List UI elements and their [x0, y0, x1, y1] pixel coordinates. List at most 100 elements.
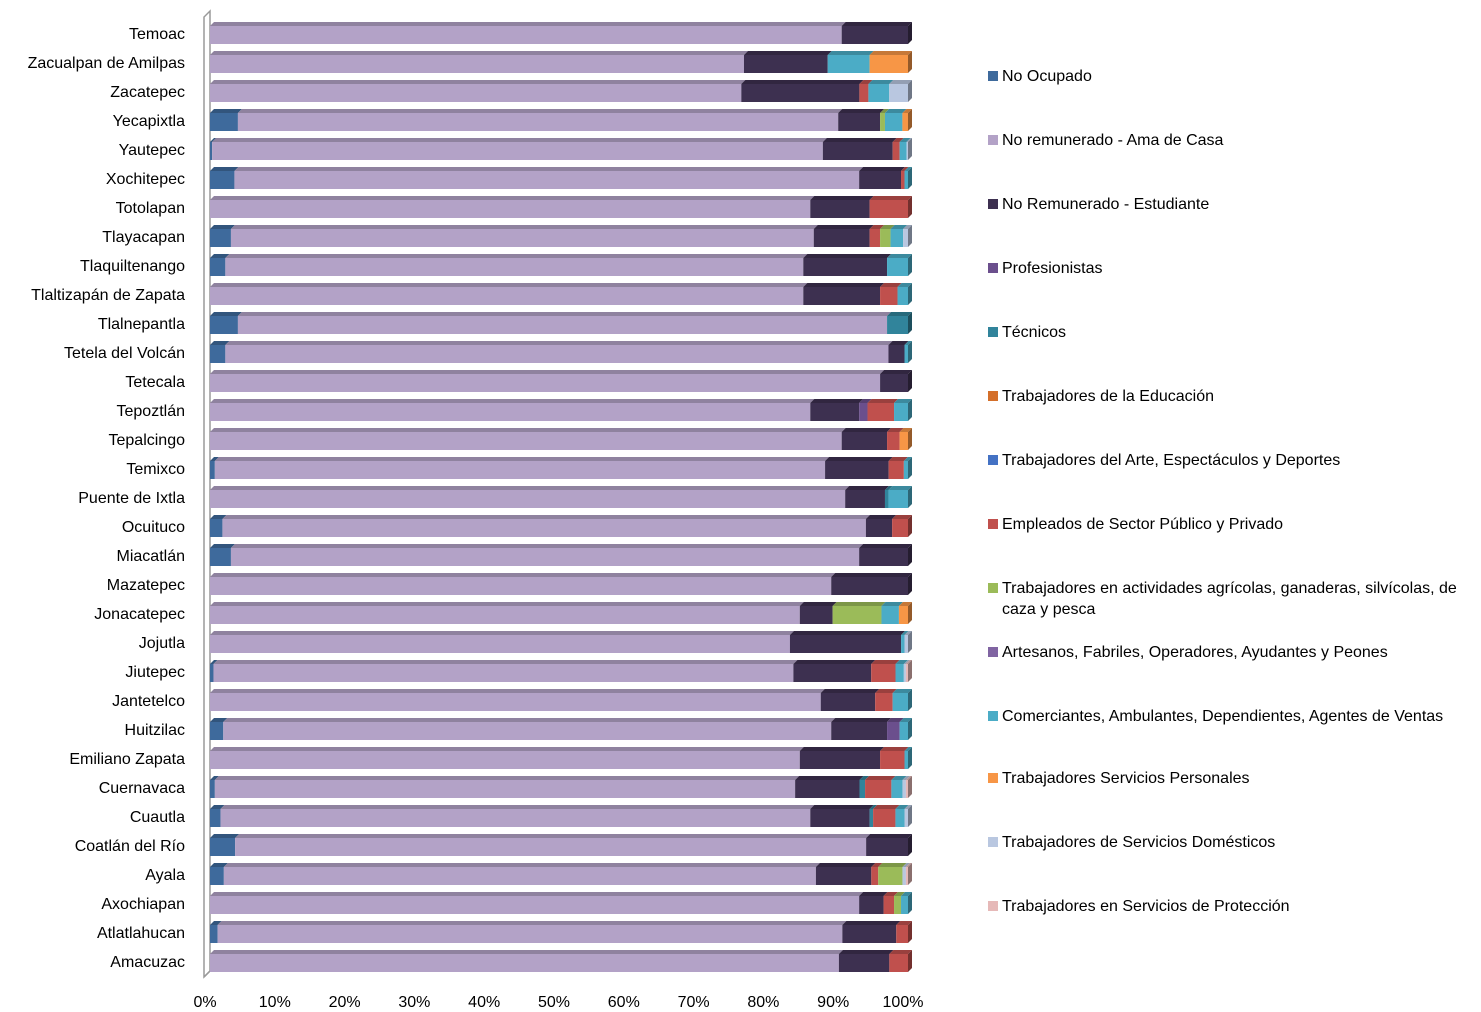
bar-row — [210, 602, 912, 624]
bar-segment-top — [210, 254, 230, 258]
bar-segment — [871, 660, 900, 682]
category-label: Tepalcingo — [109, 432, 186, 449]
bar-segment-face — [223, 722, 832, 740]
bar-segment-face — [832, 606, 882, 624]
bar-segment-top — [904, 341, 912, 345]
bar-segment-top — [210, 747, 804, 751]
bar-segment — [904, 631, 912, 653]
bar-segment-top — [905, 776, 912, 780]
bar-segment — [210, 776, 219, 798]
x-tick-label: 70% — [678, 994, 710, 1011]
bar-segment — [820, 689, 880, 711]
bar-segment-top — [210, 428, 846, 432]
bar-segment — [210, 283, 808, 305]
bar-segment — [859, 399, 872, 421]
bar-row — [210, 921, 912, 943]
bar-segment — [831, 573, 912, 595]
bar-segment-face — [905, 664, 908, 682]
bar-row — [210, 22, 912, 44]
bar-segment — [213, 660, 798, 682]
bar-segment-top — [884, 109, 907, 113]
bar-segment — [222, 515, 870, 537]
bar-segment-top — [230, 225, 818, 229]
bar-segment-face — [210, 867, 224, 885]
bar-segment-top — [889, 80, 912, 84]
bar-segment-top — [878, 863, 907, 867]
bar-segment-top — [210, 341, 230, 345]
bar-segment — [234, 167, 864, 189]
bar-segment-top — [210, 167, 239, 171]
x-tick-label: 80% — [747, 994, 779, 1011]
bar-segment-face — [225, 345, 889, 363]
bar-segment — [803, 283, 885, 305]
bar-segment-top — [896, 921, 912, 925]
bar-segment-top — [865, 776, 896, 780]
category-label: Jiutepec — [125, 664, 185, 681]
bar-segment-face — [210, 84, 742, 102]
bar-row — [210, 254, 912, 276]
bar-segment-face — [831, 722, 888, 740]
bar-segment-top — [210, 283, 808, 287]
bar-segment — [210, 834, 240, 856]
bar-segment-top — [825, 457, 893, 461]
bar-segment-face — [210, 316, 238, 334]
bar-row — [210, 283, 912, 305]
bar-segment — [210, 747, 804, 769]
bar-segment-top — [210, 544, 235, 548]
bar-segment — [799, 602, 837, 624]
x-tick-label: 100% — [883, 994, 924, 1011]
bar-segment — [859, 544, 912, 566]
bar-segment-face — [210, 287, 804, 305]
bar-segment — [880, 747, 909, 769]
bar-segment — [880, 109, 889, 131]
bar-end-cap — [908, 428, 912, 450]
bar-segment — [831, 718, 892, 740]
bar-segment — [225, 254, 808, 276]
category-label: Xochitepec — [106, 171, 185, 188]
bar-segment-face — [210, 258, 226, 276]
bar-segment-face — [897, 287, 908, 305]
bar-segment — [825, 457, 893, 479]
bar-segment-top — [887, 428, 904, 432]
bar-segment — [210, 80, 746, 102]
bar-segment-face — [210, 55, 744, 73]
bar-row — [210, 457, 912, 479]
bar-segment — [880, 225, 895, 247]
bar-segment-top — [210, 109, 242, 113]
bar-row — [210, 689, 912, 711]
bar-segment — [892, 689, 912, 711]
bar-row — [210, 341, 912, 363]
bar-segment-top — [869, 196, 912, 200]
bar-segment — [884, 109, 907, 131]
bar-segment — [904, 167, 912, 189]
bar-segment-face — [842, 925, 897, 943]
bar-end-cap — [908, 747, 912, 769]
bar-segment — [859, 776, 870, 798]
bar-segment — [871, 863, 883, 885]
bar-segment-top — [880, 283, 902, 287]
bar-segment — [743, 51, 832, 73]
bar-segment — [906, 138, 912, 160]
category-label: Atlatlahucan — [97, 925, 185, 942]
bar-segment-top — [887, 254, 912, 258]
bar-segment-face — [905, 780, 908, 798]
bar-segment-face — [210, 374, 881, 392]
bar-segment-top — [210, 921, 222, 925]
bar-end-cap — [908, 776, 912, 798]
bar-segment — [741, 80, 864, 102]
bar-end-cap — [908, 515, 912, 537]
category-label: Temixco — [126, 461, 185, 478]
bar-segment-face — [895, 809, 905, 827]
bar-segment-face — [210, 664, 214, 682]
bar-segment-face — [815, 867, 872, 885]
category-label: Zacualpan de Amilpas — [28, 55, 185, 72]
bar-segment-face — [904, 809, 908, 827]
bar-segment — [898, 602, 912, 624]
bar-segment — [904, 341, 912, 363]
bar-segment — [212, 138, 827, 160]
bar-segment-face — [213, 664, 794, 682]
bar-end-cap — [908, 892, 912, 914]
bar-segment-top — [892, 138, 904, 142]
bar-segment-top — [237, 109, 843, 113]
bar-segment-top — [815, 863, 876, 867]
